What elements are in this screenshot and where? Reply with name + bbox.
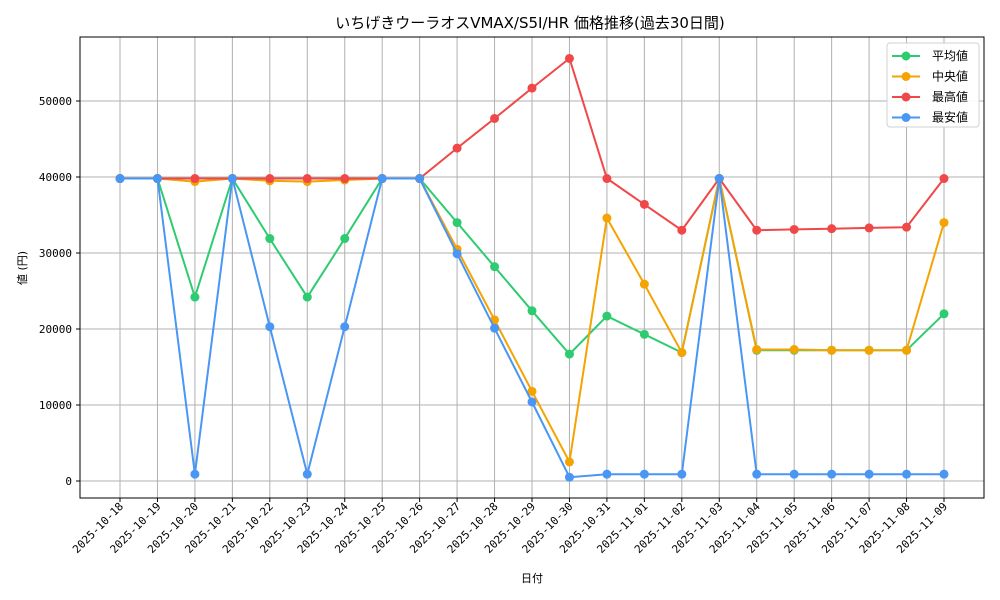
data-point [527,397,537,407]
data-point [639,279,649,289]
x-axis: 2025-10-182025-10-192025-10-202025-10-21… [70,498,950,556]
data-point [302,469,312,479]
data-point [527,83,537,93]
data-point [902,345,912,355]
data-point [452,143,462,153]
data-point [714,174,724,184]
data-point [415,174,425,184]
data-point [564,349,574,359]
data-point [265,234,275,244]
data-point [639,199,649,209]
y-axis-label: 値 (円) [16,251,29,285]
data-point [677,469,687,479]
data-point [939,218,949,228]
data-point [527,386,537,396]
data-point [602,311,612,321]
y-tick-label: 50000 [39,95,72,108]
data-point [602,213,612,223]
data-point [190,469,200,479]
data-point [152,174,162,184]
data-point [639,329,649,339]
data-point [340,234,350,244]
svg-text:中央値: 中央値 [932,69,968,84]
data-point [864,345,874,355]
y-tick-label: 40000 [39,171,72,184]
data-point [564,472,574,482]
y-tick-label: 20000 [39,323,72,336]
data-point [227,174,237,184]
y-tick-label: 10000 [39,399,72,412]
y-tick-label: 0 [65,475,72,488]
legend-item: 中央値 [892,69,968,84]
data-point [490,262,500,272]
data-point [902,469,912,479]
grid [80,37,984,498]
data-point [789,469,799,479]
data-point [677,225,687,235]
data-point [827,224,837,234]
data-point [677,348,687,358]
data-point [302,292,312,302]
data-point [490,113,500,123]
svg-text:最高値: 最高値 [932,89,968,104]
data-point [827,345,837,355]
data-point [939,309,949,319]
data-point [302,174,312,184]
data-point [864,223,874,233]
y-tick-label: 30000 [39,247,72,260]
data-point [377,174,387,184]
data-point [265,322,275,332]
data-point [564,53,574,63]
data-point [789,345,799,355]
data-point [564,457,574,467]
data-point [752,225,762,235]
x-axis-label: 日付 [521,572,543,585]
series-最安値 [115,174,949,482]
data-point [602,469,612,479]
legend-item: 最高値 [892,89,968,104]
svg-text:平均値: 平均値 [932,48,968,63]
svg-text:最安値: 最安値 [932,110,968,125]
y-axis: 0 10000 20000 30000 40000 50000 [39,95,80,488]
data-point [340,322,350,332]
data-point [490,323,500,333]
series-lines [115,53,949,482]
data-point [340,174,350,184]
data-point [190,292,200,302]
legend-item: 平均値 [892,48,968,63]
data-point [902,222,912,232]
data-point [115,174,125,184]
data-point [789,224,799,234]
data-point [639,469,649,479]
legend-item: 最安値 [892,110,968,125]
data-point [939,174,949,184]
data-point [864,469,874,479]
data-point [527,306,537,316]
data-point [265,174,275,184]
data-point [752,469,762,479]
data-point [939,469,949,479]
chart-title: いちげきウーラオスVMAX/S5I/HR 価格推移(過去30日間) [335,14,725,32]
data-point [827,469,837,479]
data-point [602,174,612,184]
data-point [752,345,762,355]
data-point [452,218,462,228]
data-point [190,174,200,184]
data-point [452,249,462,259]
